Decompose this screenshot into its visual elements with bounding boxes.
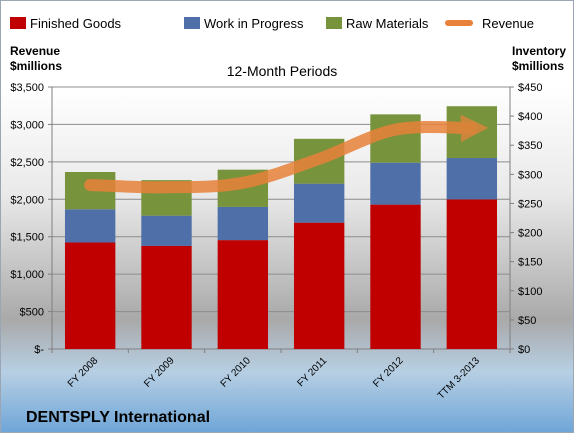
right-tick-label: $150 [518,257,542,269]
bar-work-in-progress-4 [370,162,421,205]
left-tick-label: $500 [20,307,44,319]
left-tick-label: $3,500 [10,82,44,94]
right-tick-label: $50 [518,315,536,327]
bar-work-in-progress-0 [64,209,116,243]
bar-finished-goods-1 [141,245,192,349]
legend-label-revenue: Revenue [482,16,534,31]
right-axis-title-line-2: $millions [512,59,564,73]
revenue-line-layer [84,114,489,194]
x-tick-label: FY 2010 [219,355,254,390]
right-axis-title-line-1: Inventory [512,44,566,58]
legend-item-revenue: Revenue [445,16,534,31]
bar-work-in-progress-5 [446,158,498,200]
bar-finished-goods-0 [64,242,116,349]
left-axis-title-line-2: $millions [10,59,62,73]
right-tick-label: $350 [518,140,542,152]
left-tick-label: $2,500 [10,157,44,169]
left-tick-label: $1,500 [10,232,44,244]
bar-finished-goods-4 [370,204,421,349]
left-tick-label: $2,000 [10,194,44,206]
legend-swatch-raw-materials [326,17,342,29]
left-axis-title-line-1: Revenue [10,44,60,58]
left-tick-label: $1,000 [10,269,44,281]
bar-finished-goods-5 [446,199,498,349]
revenue-line [84,114,489,194]
legend-swatch-finished-goods [10,17,26,29]
bar-finished-goods-2 [217,240,269,349]
legend-label-raw-materials: Raw Materials [346,16,429,31]
right-tick-label: $100 [518,286,542,298]
right-tick-label: $250 [518,198,542,210]
chart-title: 12-Month Periods [227,63,338,79]
x-tick-label: FY 2012 [371,355,406,390]
legend: Finished Goods Work in Progress Raw Mate… [10,16,534,31]
right-tick-label: $0 [518,344,530,356]
bars [64,106,498,349]
right-tick-label: $200 [518,228,542,240]
x-tick-label: FY 2008 [66,355,101,390]
right-tick-label: $450 [518,82,542,94]
legend-item-finished-goods: Finished Goods [10,16,122,31]
company-title: DENTSPLY International [26,409,210,426]
x-tick-label: TTM 3-2013 [436,355,483,402]
right-tick-label: $300 [518,169,542,181]
x-tick-label: FY 2009 [142,355,177,390]
legend-label-finished-goods: Finished Goods [30,16,122,31]
right-tick-label: $400 [518,111,542,123]
x-tick-label: FY 2011 [295,355,329,389]
bar-work-in-progress-1 [141,215,192,246]
left-tick-label: $- [34,344,44,356]
bar-work-in-progress-2 [217,206,269,241]
bar-finished-goods-3 [293,222,345,349]
left-tick-label: $3,000 [10,119,44,131]
legend-item-work-in-progress: Work in Progress [184,16,304,31]
legend-swatch-work-in-progress [184,17,200,29]
bar-work-in-progress-3 [293,183,345,223]
legend-label-work-in-progress: Work in Progress [204,16,304,31]
legend-item-raw-materials: Raw Materials [326,16,429,31]
